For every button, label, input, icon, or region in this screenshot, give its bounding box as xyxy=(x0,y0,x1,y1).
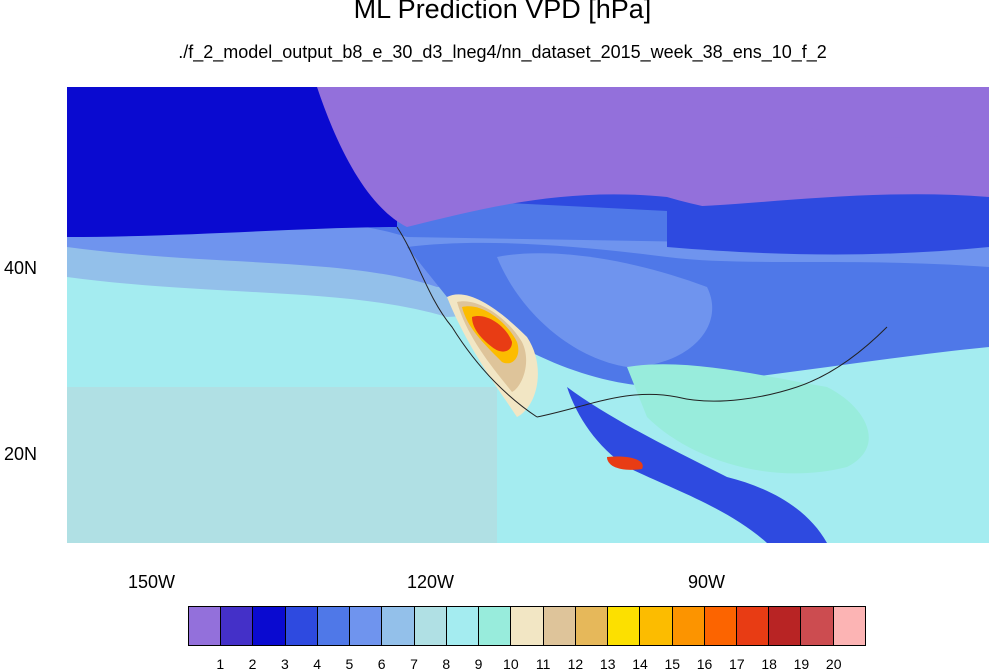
plains-light xyxy=(497,253,713,367)
legend-swatch xyxy=(382,607,415,645)
legend-label: 10 xyxy=(503,656,519,672)
legend-swatch xyxy=(350,607,383,645)
legend-swatch xyxy=(446,607,480,645)
legend-label: 12 xyxy=(567,656,584,672)
legend-label: 2 xyxy=(248,656,257,672)
legend-swatch xyxy=(221,607,254,645)
legend-swatch xyxy=(253,607,286,645)
legend-label: 11 xyxy=(535,656,551,672)
legend-label: 20 xyxy=(825,656,842,672)
great-lakes-band xyxy=(667,194,989,255)
gulf-region xyxy=(627,364,869,474)
legend-label: 1 xyxy=(216,656,225,672)
legend-swatch xyxy=(317,607,351,645)
legend-label: 9 xyxy=(474,656,483,672)
vpd-map xyxy=(67,87,989,543)
mexico-hotspot xyxy=(607,456,643,470)
band-2 xyxy=(67,87,397,237)
legend-swatch xyxy=(543,607,576,645)
legend-swatch xyxy=(801,607,834,645)
lon-tick-120w: 120W xyxy=(407,572,455,592)
ocean-southwest xyxy=(67,387,497,543)
legend-label: 3 xyxy=(280,656,289,672)
legend-swatch xyxy=(704,607,737,645)
legend-label: 14 xyxy=(632,656,648,672)
legend-swatch xyxy=(736,607,770,645)
lat-tick-20n: 20N xyxy=(4,444,38,464)
legend-label: 16 xyxy=(696,656,713,672)
lat-tick-40n: 40N xyxy=(4,258,38,278)
legend-swatch xyxy=(575,607,609,645)
legend-label: 18 xyxy=(761,656,777,672)
mexico-coast-band xyxy=(567,387,827,543)
southwest-17 xyxy=(472,316,512,352)
legend-label: 7 xyxy=(410,656,418,672)
legend-swatch xyxy=(640,607,673,645)
legend-label: 19 xyxy=(793,656,810,672)
legend-swatch xyxy=(833,607,865,645)
legend-swatch xyxy=(672,607,705,645)
legend-label: 6 xyxy=(377,656,386,672)
legend-swatch xyxy=(769,607,802,645)
legend-label: 17 xyxy=(729,656,745,672)
chart-subtitle: ./f_2_model_output_b8_e_30_d3_lneg4/nn_d… xyxy=(178,42,827,62)
legend-colorbar xyxy=(188,606,866,646)
lon-tick-90w: 90W xyxy=(688,572,726,592)
legend-label: 4 xyxy=(313,656,322,672)
legend-swatch xyxy=(511,607,544,645)
legend-swatch xyxy=(479,607,512,645)
legend-swatch xyxy=(189,607,222,645)
coastline xyxy=(396,226,888,418)
band-1-east xyxy=(607,87,989,138)
legend-label: 13 xyxy=(599,656,616,672)
legend-label: 15 xyxy=(664,656,681,672)
legend-swatch xyxy=(285,607,318,645)
legend-label: 5 xyxy=(345,656,354,672)
legend-swatch xyxy=(414,607,447,645)
chart-title: ML Prediction VPD [hPa] xyxy=(353,0,652,24)
lon-tick-150w: 150W xyxy=(128,572,176,592)
legend-label: 8 xyxy=(442,656,451,672)
legend-swatch xyxy=(608,607,641,645)
